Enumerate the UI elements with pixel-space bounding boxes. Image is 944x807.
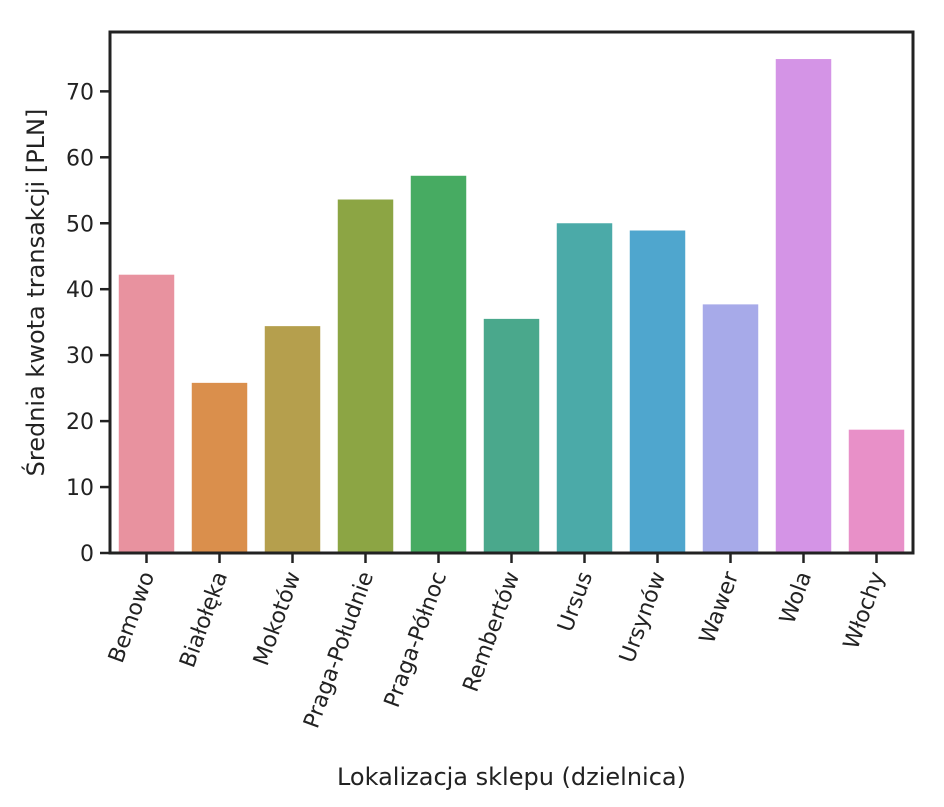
- y-tick-label: 30: [66, 344, 94, 369]
- bars-group: [118, 59, 905, 553]
- bar-ursus: [556, 223, 613, 553]
- y-tick-label: 10: [66, 476, 94, 501]
- x-tick-label: Rembertów: [459, 568, 526, 695]
- x-tick-label: Wola: [775, 569, 817, 628]
- x-tick-label: Bemowo: [104, 569, 160, 667]
- bar-wola: [775, 59, 832, 553]
- x-tick-label: Mokotów: [249, 568, 306, 669]
- bar-praga-poludnie: [337, 199, 394, 553]
- bar-wlochy: [848, 429, 905, 553]
- bar-bialoleka: [191, 382, 248, 553]
- y-tick-label: 20: [66, 410, 94, 435]
- bar-rembertow: [483, 318, 540, 553]
- y-tick-label: 50: [66, 212, 94, 237]
- x-tick-label: Praga-Południe: [299, 569, 379, 732]
- y-tick-label: 60: [66, 146, 94, 171]
- x-tick-label: Włochy: [839, 569, 890, 653]
- x-axis-title: Lokalizacja sklepu (dzielnica): [337, 763, 686, 791]
- y-tick-label: 70: [66, 80, 94, 105]
- y-axis-title: Średnia kwota transakcji [PLN]: [20, 109, 50, 477]
- x-tick-label: Ursynów: [615, 569, 671, 667]
- y-tick-label: 0: [80, 542, 94, 567]
- x-tick-label: Praga-Północ: [380, 569, 452, 711]
- bar-bemowo: [118, 274, 175, 553]
- bar-praga-polnoc: [410, 175, 467, 553]
- x-tick-label: Białołęka: [175, 569, 233, 672]
- x-tick-label: Wawer: [695, 568, 744, 647]
- y-tick-label: 40: [66, 278, 94, 303]
- plot-frame: [108, 30, 915, 555]
- y-axis: 0 10 20 30 40 50 60 70: [66, 80, 110, 567]
- bar-ursynow: [629, 230, 686, 553]
- bar-mokotow: [264, 326, 321, 553]
- x-tick-label: Ursus: [553, 569, 598, 636]
- bar-wawer: [702, 304, 759, 553]
